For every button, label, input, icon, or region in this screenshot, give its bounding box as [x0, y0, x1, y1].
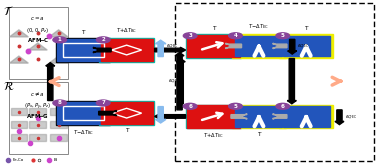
Text: $\delta Q_{\rm BC}$: $\delta Q_{\rm BC}$ [166, 43, 178, 50]
Circle shape [276, 103, 290, 109]
Text: 1: 1 [58, 37, 62, 42]
Polygon shape [273, 114, 287, 119]
Polygon shape [175, 52, 184, 110]
Polygon shape [11, 108, 27, 115]
Circle shape [96, 37, 110, 43]
Bar [63, 43, 104, 57]
Bar [232, 105, 286, 128]
Bar [235, 106, 282, 127]
Bar [283, 36, 330, 56]
Text: $c = a$: $c = a$ [30, 15, 45, 22]
Text: $T\!-\!\Delta T_{\rm BC}$: $T\!-\!\Delta T_{\rm BC}$ [73, 128, 94, 137]
Polygon shape [155, 47, 186, 53]
Polygon shape [29, 108, 46, 115]
Bar [187, 105, 240, 128]
Text: 7: 7 [101, 101, 105, 105]
Polygon shape [155, 40, 166, 57]
Bar [9, 82, 68, 154]
Bar [283, 106, 330, 127]
Bar [186, 105, 241, 128]
Polygon shape [11, 121, 27, 128]
Bar [175, 3, 374, 161]
Text: T: T [304, 26, 308, 31]
Text: T: T [81, 30, 85, 35]
Text: $(P_x,P_y,P_z)$: $(P_x,P_y,P_z)$ [24, 102, 51, 112]
Text: T: T [212, 26, 215, 31]
Polygon shape [288, 39, 297, 54]
Bar [232, 34, 286, 58]
Bar [101, 102, 153, 124]
Polygon shape [11, 134, 27, 141]
Bar [57, 39, 109, 61]
Polygon shape [49, 56, 68, 63]
Text: $\delta Q_{\rm BC}$: $\delta Q_{\rm BC}$ [166, 113, 178, 120]
Text: $T\!+\!\Delta T_{\rm BC}$: $T\!+\!\Delta T_{\rm BC}$ [116, 26, 137, 35]
Polygon shape [9, 56, 28, 63]
Text: $\mathbf{AFM\!\!-\!\!G}$: $\mathbf{AFM\!\!-\!\!G}$ [26, 112, 49, 120]
Bar [56, 101, 110, 125]
Polygon shape [99, 110, 116, 116]
Polygon shape [50, 108, 67, 115]
Text: Fe,Co: Fe,Co [13, 158, 24, 162]
Text: $\delta Q_{\rm EC}$: $\delta Q_{\rm EC}$ [168, 78, 180, 85]
Bar [186, 34, 241, 58]
Polygon shape [46, 63, 55, 101]
Bar [187, 35, 240, 57]
Text: 6: 6 [281, 104, 285, 109]
Text: 2: 2 [101, 37, 105, 42]
Text: T: T [257, 132, 261, 136]
Circle shape [183, 33, 197, 39]
Polygon shape [176, 59, 185, 104]
Polygon shape [231, 114, 247, 119]
Polygon shape [29, 121, 46, 128]
Text: 5: 5 [281, 33, 285, 38]
Polygon shape [50, 121, 67, 128]
Text: $c \neq a$: $c \neq a$ [30, 90, 45, 98]
Text: 8: 8 [58, 101, 62, 105]
Circle shape [183, 103, 197, 109]
Polygon shape [9, 30, 28, 37]
Polygon shape [28, 43, 47, 50]
Text: $\mathbf{AFM\!\!-\!\!C}$: $\mathbf{AFM\!\!-\!\!C}$ [27, 36, 49, 44]
Bar [57, 102, 109, 124]
Text: 3: 3 [188, 33, 192, 38]
Bar [99, 38, 154, 62]
Circle shape [276, 33, 290, 39]
Circle shape [96, 100, 110, 106]
Bar [63, 106, 104, 120]
Text: $\delta Q_{\rm EC}$: $\delta Q_{\rm EC}$ [297, 43, 310, 50]
Polygon shape [335, 110, 344, 125]
Polygon shape [93, 47, 111, 53]
Polygon shape [155, 107, 166, 123]
Polygon shape [50, 134, 67, 141]
Circle shape [53, 37, 67, 43]
Bar [56, 38, 110, 62]
Bar [9, 7, 68, 79]
Text: $\mathcal{T}$: $\mathcal{T}$ [3, 5, 14, 18]
Text: 6: 6 [188, 104, 192, 109]
Text: $\mathcal{R}$: $\mathcal{R}$ [3, 80, 15, 93]
Text: $\delta Q_{\rm EC}$: $\delta Q_{\rm EC}$ [345, 114, 357, 121]
Bar [279, 105, 333, 128]
Text: T: T [125, 128, 129, 133]
Bar [279, 34, 333, 58]
Circle shape [229, 103, 242, 109]
Text: $T\!-\!\Delta T_{\rm EC}$: $T\!-\!\Delta T_{\rm EC}$ [248, 22, 270, 31]
Text: $(0,0,P_z)$: $(0,0,P_z)$ [26, 26, 49, 35]
Text: Bi: Bi [54, 158, 58, 162]
Polygon shape [287, 59, 296, 104]
Bar [99, 101, 154, 125]
Polygon shape [155, 114, 186, 119]
Circle shape [229, 33, 242, 39]
Circle shape [53, 100, 67, 106]
Text: 4: 4 [234, 33, 237, 38]
Polygon shape [49, 30, 68, 37]
Bar [235, 36, 282, 56]
Polygon shape [226, 43, 242, 49]
Polygon shape [273, 43, 287, 49]
Polygon shape [29, 134, 46, 141]
Bar [101, 39, 153, 61]
Text: $T\!+\!\Delta T_{\rm EC}$: $T\!+\!\Delta T_{\rm EC}$ [203, 132, 224, 140]
Text: 5: 5 [234, 104, 237, 109]
